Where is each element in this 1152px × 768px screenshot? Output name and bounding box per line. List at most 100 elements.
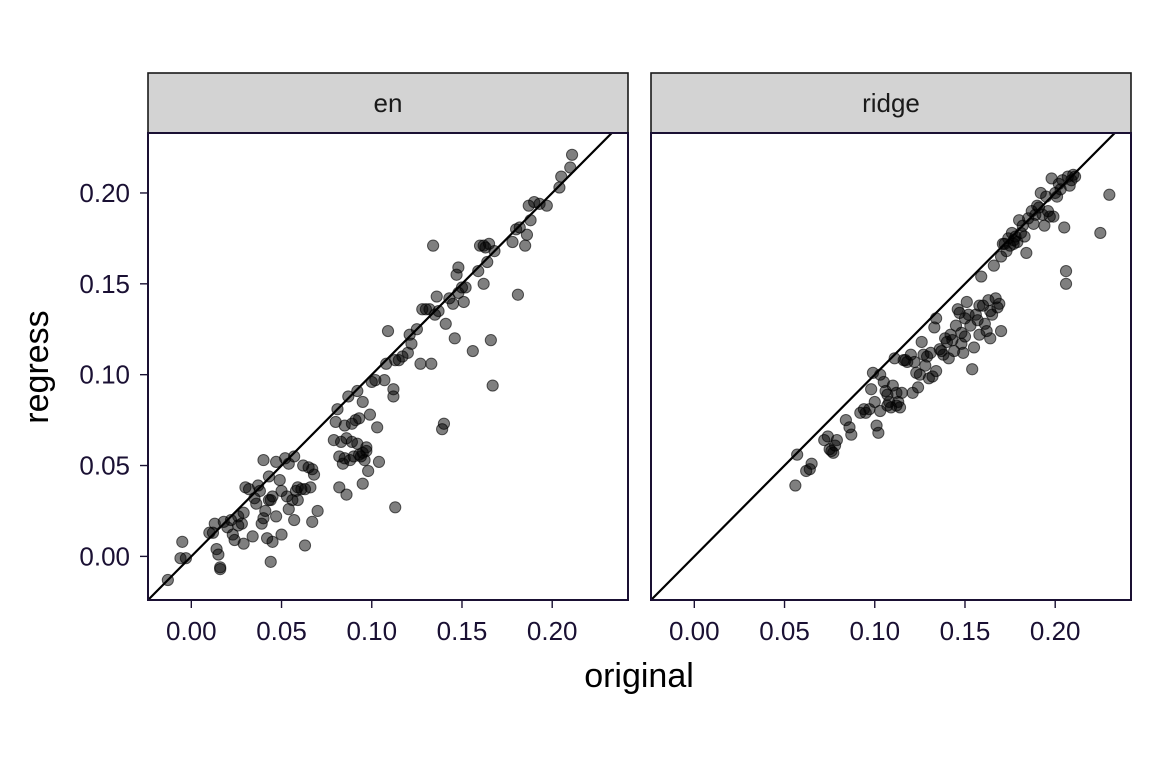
data-point — [306, 515, 319, 528]
data-point — [555, 170, 568, 183]
data-point — [805, 457, 818, 470]
data-point — [984, 332, 997, 345]
facet-strip-en — [147, 72, 629, 134]
data-point — [868, 395, 881, 409]
data-point — [1020, 246, 1033, 260]
data-point — [235, 517, 248, 530]
data-point — [378, 374, 391, 387]
x-axis-title: original — [584, 657, 694, 695]
data-point — [333, 481, 346, 494]
data-point — [872, 426, 885, 439]
x-tick-label: 0.10 — [849, 616, 900, 646]
data-point — [1058, 221, 1071, 234]
data-point — [553, 181, 566, 194]
x-tick-label: 0.05 — [759, 616, 810, 646]
x-tick-label: 0.10 — [346, 616, 397, 646]
data-point — [540, 199, 553, 212]
data-point — [250, 497, 263, 510]
data-point — [481, 255, 494, 269]
y-tick-label: 0.20 — [79, 178, 130, 208]
data-point — [311, 504, 324, 518]
data-point — [237, 537, 250, 550]
data-point — [477, 277, 490, 290]
data-point — [351, 384, 364, 398]
data-point — [994, 324, 1008, 338]
data-point — [430, 290, 443, 303]
data-point — [1038, 219, 1051, 232]
data-point — [372, 455, 386, 468]
data-point — [257, 453, 270, 467]
data-point — [488, 245, 501, 258]
data-point — [459, 281, 472, 294]
data-point — [915, 335, 928, 349]
data-point — [437, 417, 451, 430]
data-point — [845, 428, 858, 441]
data-point — [564, 161, 577, 174]
data-point — [484, 334, 497, 347]
data-point — [1094, 226, 1107, 240]
data-point — [298, 539, 312, 552]
data-point — [273, 473, 286, 487]
data-point — [789, 479, 802, 492]
data-point — [427, 239, 440, 252]
facet-label-en: en — [374, 88, 403, 118]
data-point — [304, 481, 317, 494]
panel-ridge: ridge 0.00 0.05 0.10 0.15 0.20 — [650, 72, 1132, 646]
data-point — [1059, 265, 1073, 278]
data-point — [161, 573, 174, 587]
x-tick-label: 0.20 — [1030, 616, 1081, 646]
data-point — [895, 386, 908, 399]
data-point — [452, 261, 465, 274]
data-point — [264, 555, 277, 568]
data-point — [930, 364, 943, 378]
facet-strip-ridge — [650, 72, 1132, 134]
data-point — [340, 488, 353, 501]
data-point — [353, 412, 366, 425]
data-point — [410, 323, 423, 336]
data-point — [893, 401, 907, 414]
data-point — [519, 239, 532, 252]
data-point — [513, 221, 526, 234]
x-tick-label: 0.15 — [940, 616, 991, 646]
y-tick-label: 0.10 — [79, 360, 130, 390]
data-point — [363, 408, 377, 421]
data-point — [381, 324, 395, 338]
data-point — [176, 535, 189, 548]
data-point — [957, 346, 970, 359]
data-point — [1059, 277, 1073, 290]
data-point — [1047, 210, 1060, 223]
data-point — [930, 312, 943, 325]
x-tick-label: 0.20 — [527, 616, 578, 646]
data-point — [266, 490, 279, 503]
data-point — [987, 259, 1000, 272]
data-point — [360, 444, 373, 458]
data-point — [387, 383, 400, 396]
data-point — [1018, 230, 1031, 243]
y-tick-label: 0.15 — [79, 269, 130, 299]
data-point — [342, 390, 355, 403]
data-point — [466, 344, 479, 358]
data-point — [966, 363, 979, 376]
data-point — [405, 337, 418, 350]
panel-border-en — [147, 132, 629, 601]
data-point — [911, 381, 925, 394]
data-point — [486, 379, 499, 392]
data-point — [967, 341, 981, 354]
data-point — [975, 270, 988, 283]
data-point — [307, 468, 321, 481]
data-point — [291, 493, 304, 507]
data-point — [865, 383, 878, 396]
points-ridge — [789, 168, 1116, 492]
data-point — [457, 295, 470, 309]
panel-border-ridge — [650, 132, 1132, 601]
data-point — [356, 477, 369, 490]
data-point — [439, 317, 452, 330]
data-point — [960, 295, 973, 309]
data-point — [472, 265, 485, 278]
x-tick-label: 0.05 — [256, 616, 307, 646]
data-point — [425, 357, 438, 370]
data-point — [275, 528, 288, 541]
data-point — [958, 330, 972, 343]
x-tick-label: 0.00 — [669, 616, 720, 646]
